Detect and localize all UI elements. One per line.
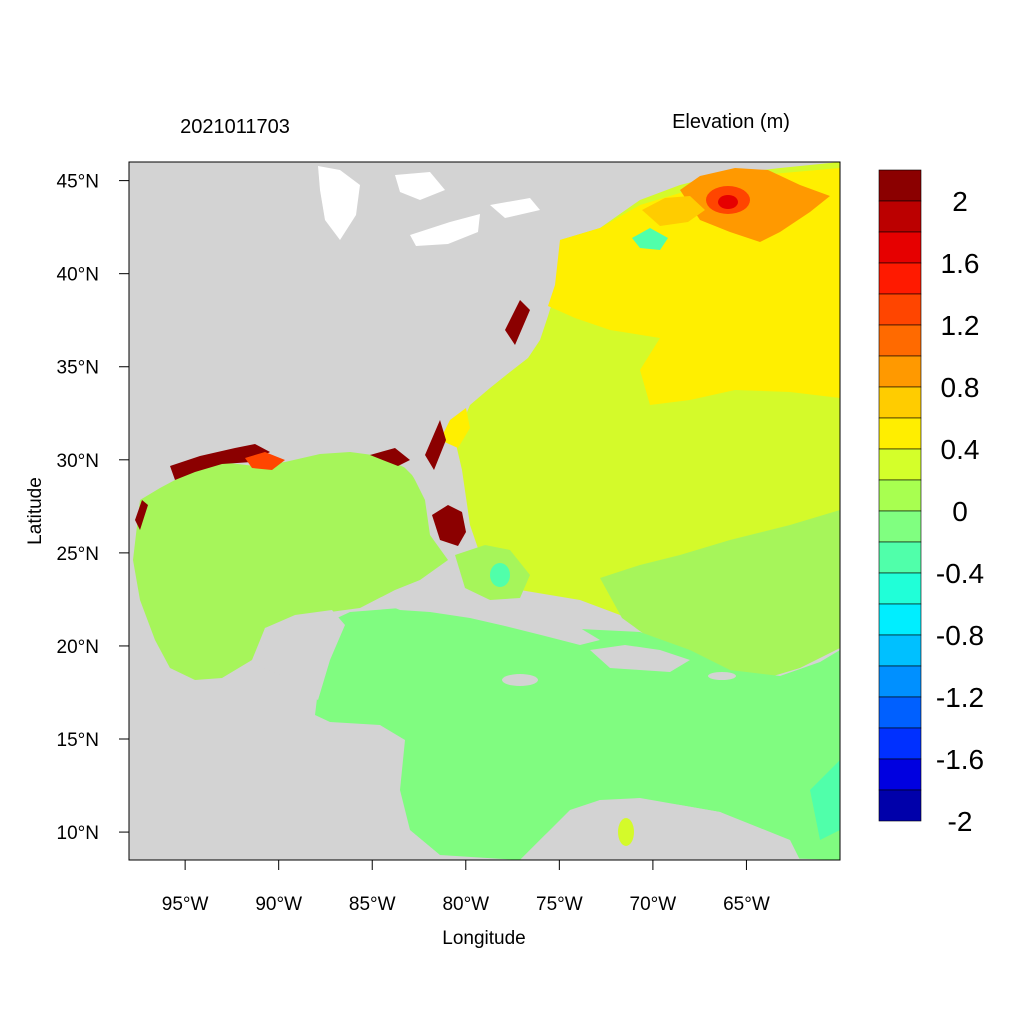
x-tick-label: 90°W [255,894,302,915]
colorbar-swatch [878,634,922,667]
colorbar-label: -0.8 [936,620,984,651]
map-plot [128,161,841,861]
y-axis-title: Latitude [25,477,46,545]
colorbar-swatch [878,572,922,605]
colorbar-labels: 2 1.6 1.2 0.8 0.4 0 -0.4 -0.8 -1.2 -1.6 -2 [936,186,984,837]
y-tick-label: 10°N [57,823,99,844]
bahamas-dip [490,563,510,587]
colorbar-label: 0.8 [941,372,980,403]
florida-coast-band [440,408,470,448]
colorbar-swatch [878,665,922,698]
gulf-of-maine-band [642,196,705,226]
colorbar [878,169,922,822]
plot-frame [128,161,841,861]
colorbar-label: 1.6 [941,248,980,279]
colorbar-swatch [878,231,922,264]
puerto-rico-island [708,672,736,680]
florida-surge [432,505,466,546]
y-axis: 45°N 40°N 35°N 30°N 25°N 20°N 15°N 10°N [57,172,129,844]
colorbar-label: -1.2 [936,682,984,713]
colorbar-label: -2 [948,806,973,837]
cuba-island [380,588,600,645]
lesser-antilles-dip [810,760,840,840]
colorbar-swatch [878,696,922,729]
y-tick-label: 25°N [57,544,99,565]
colorbar-label: -0.4 [936,558,984,589]
caribbean-sea [315,608,840,860]
colorbar-swatch [878,448,922,481]
colorbar-swatch [878,789,922,822]
nova-scotia-surge [680,168,830,242]
y-tick-label: 20°N [57,637,99,658]
x-tick-label: 80°W [442,894,489,915]
x-tick-label: 65°W [723,894,770,915]
yucatan-peninsula [255,610,345,700]
colorbar-swatch [878,727,922,760]
colorbar-swatch [878,200,922,233]
jamaica-island [502,674,538,686]
colorbar-swatch [878,262,922,295]
colorbar-swatch [878,386,922,419]
y-tick-label: 30°N [57,451,99,472]
colorbar-swatch [878,479,922,512]
y-tick-label: 40°N [57,265,99,286]
south-america-coast [520,798,800,860]
colorbar-swatch [878,355,922,388]
colorbar-swatch [878,541,922,574]
y-tick-label: 15°N [57,730,99,751]
florida-peninsula [395,440,458,530]
y-tick-label: 35°N [57,358,99,379]
cape-cod-dip [632,228,668,250]
x-tick-label: 75°W [536,894,583,915]
maracaibo-lake [618,818,634,846]
colorbar-label: 0 [952,496,968,527]
louisiana-surge [245,452,285,470]
colorbar-label: -1.6 [936,744,984,775]
colorbar-label: 2 [952,186,968,217]
colorbar-swatch [878,324,922,357]
gulf-of-mexico [133,452,448,680]
hispaniola-island [590,645,690,672]
x-tick-label: 85°W [349,894,396,915]
colorbar-swatch [878,758,922,791]
x-tick-label: 70°W [630,894,677,915]
colorbar-swatch [878,169,922,202]
colorbar-label: 0.4 [941,434,980,465]
colorbar-swatch [878,417,922,450]
colorbar-swatch [878,293,922,326]
bay-of-fundy-peak [718,195,738,209]
x-axis-title: Longitude [442,928,525,949]
x-tick-label: 95°W [162,894,209,915]
variable-title: Elevation (m) [672,111,790,133]
colorbar-swatch [878,510,922,543]
x-axis: 95°W 90°W 85°W 80°W 75°W 70°W 65°W [162,860,770,915]
atlantic-south-band [600,510,840,682]
y-tick-label: 45°N [57,172,99,193]
colorbar-swatch [878,603,922,636]
great-lakes [318,166,540,246]
timestamp-label: 2021011703 [180,116,290,138]
colorbar-label: 1.2 [941,310,980,341]
